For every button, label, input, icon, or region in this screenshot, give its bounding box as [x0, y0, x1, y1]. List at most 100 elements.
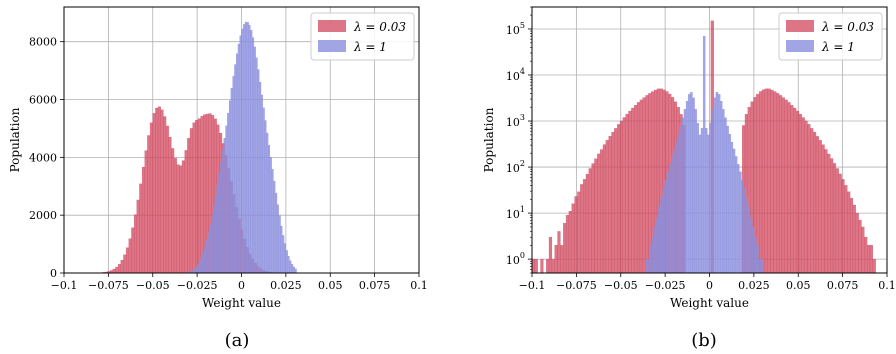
bar-b-s1-16 — [679, 125, 682, 274]
bar-a-s1-19 — [221, 150, 224, 274]
bar-a-s0-28 — [173, 158, 177, 274]
legend-swatch-a-0 — [318, 20, 346, 32]
bar-a-s1-38 — [255, 57, 258, 274]
bar-a-s0-22 — [157, 106, 161, 274]
ytick-label-3: 6000 — [29, 94, 57, 107]
bar-b-s0-96 — [804, 120, 808, 274]
bar-b-s1-50 — [751, 226, 755, 274]
bar-b-s0-106 — [832, 163, 837, 274]
bar-b-s0-101 — [818, 140, 822, 274]
bar-a-s1-26 — [234, 64, 237, 274]
ylabel-b: Population — [482, 107, 496, 172]
bar-b-s0-94 — [798, 113, 802, 274]
bar-b-s0-97 — [807, 124, 811, 274]
bar-b-s1-6 — [658, 206, 661, 274]
bar-a-s1-13 — [211, 215, 214, 274]
bar-a-s0-38 — [200, 116, 204, 274]
bar-a-s1-54 — [283, 243, 287, 274]
bar-b-s0-37 — [636, 102, 641, 274]
legend-label-a-0: λ = 0.03 — [353, 20, 406, 34]
bar-a-s1-51 — [278, 215, 281, 274]
bar-b-s0-25 — [602, 144, 606, 274]
bar-b-s0-36 — [634, 105, 638, 274]
bar-b-s0-13 — [568, 211, 572, 274]
bar-a-s1-5 — [196, 264, 200, 274]
bar-b-s0-12 — [565, 215, 570, 274]
bar-a-s1-50 — [276, 204, 279, 274]
bar-b-s0-1 — [534, 258, 538, 274]
xtick-label-3: −0.025 — [645, 279, 686, 292]
bar-a-s1-49 — [275, 192, 278, 274]
bar-b-s1-44 — [739, 171, 742, 274]
bar-a-s0-35 — [192, 122, 196, 274]
bar-a-s1-33 — [246, 22, 249, 274]
bar-b-s0-117 — [864, 237, 868, 274]
bar-b-s0-3 — [540, 258, 544, 274]
bar-b-s1-29 — [707, 134, 710, 274]
bar-b-s0-98 — [810, 128, 814, 274]
bar-a-s0-30 — [179, 165, 183, 274]
bar-b-s0-90 — [787, 102, 791, 274]
bar-b-s1-18 — [683, 109, 687, 274]
bar-a-s1-20 — [223, 138, 226, 274]
bar-b-s0-34 — [628, 110, 632, 274]
bar-b-s1-51 — [754, 237, 757, 274]
bar-b-s1-45 — [741, 179, 744, 274]
ytick-label-2: 102 — [506, 159, 525, 175]
ticks-b: −0.1 −0.075 −0.05 −0.025 0 0.025 0.05 0.075 0.1 1… — [506, 6, 896, 292]
bar-b-s0-112 — [849, 198, 854, 274]
bar-b-s0-20 — [588, 168, 592, 274]
bar-b-s0-40 — [645, 95, 649, 274]
bar-a-s1-9 — [204, 246, 207, 274]
bar-b-s1-37 — [724, 117, 727, 274]
bar-b-s0-7 — [551, 258, 555, 274]
bar-b-s0-18 — [582, 179, 587, 274]
bar-a-s1-40 — [259, 81, 262, 274]
bar-a-s0-25 — [165, 125, 169, 274]
bar-a-s0-9 — [123, 254, 127, 274]
bar-b-s1-47 — [745, 197, 748, 274]
bar-a-s0-26 — [168, 137, 172, 274]
bar-a-s1-8 — [202, 252, 205, 274]
bar-b-s1-52 — [756, 245, 759, 274]
bar-a-s1-53 — [282, 235, 285, 274]
bar-a-s1-37 — [253, 46, 256, 274]
bar-b-s0-80 — [759, 91, 763, 274]
bar-b-s0-10 — [560, 245, 564, 274]
bar-b-s1-14 — [675, 141, 678, 274]
bar-a-s1-59 — [292, 266, 295, 274]
bar-b-s0-9 — [557, 231, 561, 274]
legend-swatch-b-1 — [786, 40, 814, 52]
bar-a-s1-55 — [285, 250, 288, 274]
bar-a-s1-39 — [257, 69, 260, 274]
bar-b-s1-0 — [645, 258, 648, 274]
bar-b-s1-25 — [698, 134, 702, 274]
bar-b-s1-38 — [726, 125, 729, 274]
bar-b-s0-39 — [642, 97, 646, 274]
bar-b-s0-118 — [866, 245, 871, 274]
bar-a-s0-12 — [131, 227, 135, 274]
bar-b-s0-26 — [605, 140, 609, 274]
bar-b-s1-12 — [671, 156, 674, 274]
bar-b-s1-53 — [758, 258, 761, 274]
chart-b: −0.1 −0.075 −0.05 −0.025 0 0.025 0.05 0.075 0.1 1… — [482, 6, 896, 351]
bar-b-s0-102 — [821, 144, 825, 274]
bar-a-s0-36 — [195, 119, 199, 274]
bar-b-s1-9 — [664, 179, 668, 274]
bar-a-s0-31 — [181, 160, 185, 274]
bar-b-s1-36 — [722, 109, 725, 274]
caption-a: (a) — [225, 330, 250, 351]
xtick-label-4: 0 — [706, 279, 713, 292]
bar-a-s1-47 — [271, 169, 274, 274]
bar-b-s0-107 — [835, 168, 839, 274]
xtick-label-8: 0.1 — [878, 279, 896, 292]
bar-b-s1-41 — [732, 148, 736, 274]
bar-b-s0-21 — [591, 163, 595, 274]
bar-a-s0-6 — [115, 266, 119, 274]
bar-b-s0-100 — [815, 136, 819, 274]
legend-swatch-b-0 — [786, 20, 814, 32]
bar-a-s0-15 — [139, 183, 143, 274]
bar-a-s1-10 — [205, 240, 208, 274]
bar-a-s1-34 — [248, 24, 251, 274]
bar-b-s0-84 — [770, 89, 774, 274]
